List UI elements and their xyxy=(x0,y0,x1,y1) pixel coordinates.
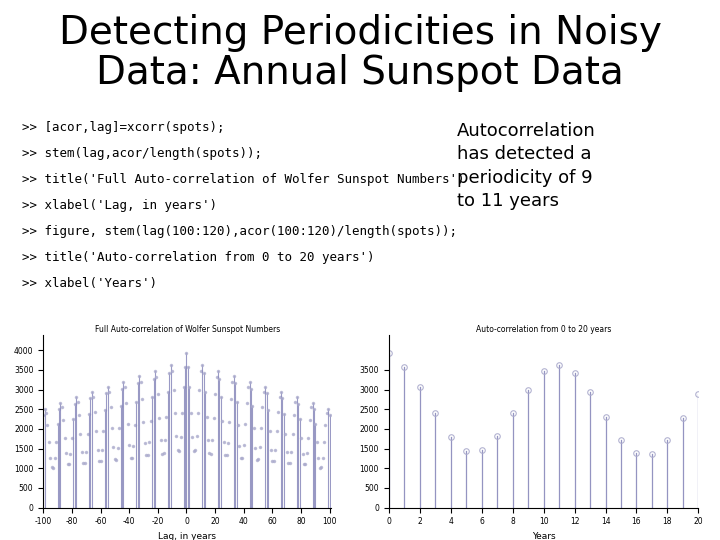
Text: Data: Annual Sunspot Data: Data: Annual Sunspot Data xyxy=(96,54,624,92)
Text: >> figure, stem(lag(100:120),acor(100:120)/length(spots));: >> figure, stem(lag(100:120),acor(100:12… xyxy=(22,225,456,238)
X-axis label: Lag, in years: Lag, in years xyxy=(158,532,216,540)
Text: >> xlabel('Lag, in years'): >> xlabel('Lag, in years') xyxy=(22,199,217,212)
Title: Full Auto-correlation of Wolfer Sunspot Numbers: Full Auto-correlation of Wolfer Sunspot … xyxy=(94,325,280,334)
Text: >> title('Full Auto-correlation of Wolfer Sunspot Numbers'): >> title('Full Auto-correlation of Wolfe… xyxy=(22,173,464,186)
Text: >> xlabel('Years'): >> xlabel('Years') xyxy=(22,277,157,290)
Text: Detecting Periodicities in Noisy: Detecting Periodicities in Noisy xyxy=(58,14,662,51)
Text: >> stem(lag,acor/length(spots));: >> stem(lag,acor/length(spots)); xyxy=(22,147,261,160)
Title: Auto-correlation from 0 to 20 years: Auto-correlation from 0 to 20 years xyxy=(476,325,611,334)
Text: Autocorrelation
has detected a
periodicity of 9
to 11 years: Autocorrelation has detected a periodici… xyxy=(457,122,596,210)
Text: >> title('Auto-correlation from 0 to 20 years'): >> title('Auto-correlation from 0 to 20 … xyxy=(22,251,374,264)
X-axis label: Years: Years xyxy=(532,532,555,540)
Text: >> [acor,lag]=xcorr(spots);: >> [acor,lag]=xcorr(spots); xyxy=(22,122,224,134)
